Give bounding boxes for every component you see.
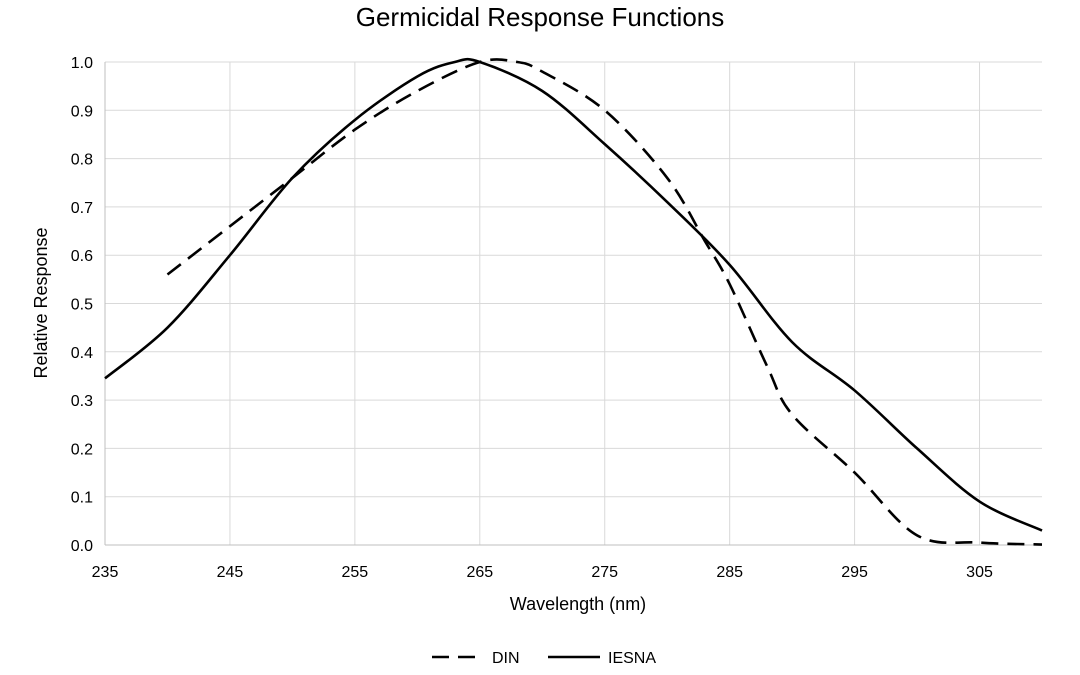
y-tick-label: 0.5: [71, 297, 93, 314]
y-tick-label: 0.2: [71, 441, 93, 458]
y-tick-label: 0.8: [71, 152, 93, 169]
y-tick-label: 0.4: [71, 345, 93, 362]
gridlines: [105, 61, 1042, 545]
series-line-iesna: [104, 57, 1043, 532]
tick-labels: 0.0 0.1 0.2 0.3 0.4 0.5 0.6 0.7 0.8 0.9 1.0 235 245 2…: [71, 55, 993, 581]
y-axis-label: Relative Response: [31, 227, 51, 378]
x-tick-label: 265: [466, 564, 493, 581]
x-tick-label: 245: [217, 564, 244, 581]
x-tick-label: 255: [342, 564, 369, 581]
y-tick-label: 0.1: [71, 490, 93, 507]
x-tick-label: 285: [716, 564, 743, 581]
axes: [104, 62, 1042, 546]
y-tick-label: 0.7: [71, 200, 93, 217]
y-tick-label: 0.0: [71, 538, 93, 555]
chart-title: Germicidal Response Functions: [356, 2, 725, 32]
legend: DIN IESNA: [432, 650, 656, 667]
x-axis-label: Wavelength (nm): [510, 594, 646, 614]
series-lines: [104, 57, 1043, 546]
y-tick-label: 0.9: [71, 103, 93, 120]
series-line-din: [166, 58, 1043, 546]
x-tick-label: 275: [591, 564, 618, 581]
y-tick-label: 0.3: [71, 393, 93, 410]
y-tick-label: 1.0: [71, 55, 93, 72]
legend-label-din: DIN: [492, 650, 520, 667]
y-tick-label: 0.6: [71, 248, 93, 265]
x-tick-label: 295: [841, 564, 868, 581]
x-tick-label: 235: [92, 564, 119, 581]
legend-label-iesna: IESNA: [608, 650, 656, 667]
x-tick-label: 305: [966, 564, 993, 581]
